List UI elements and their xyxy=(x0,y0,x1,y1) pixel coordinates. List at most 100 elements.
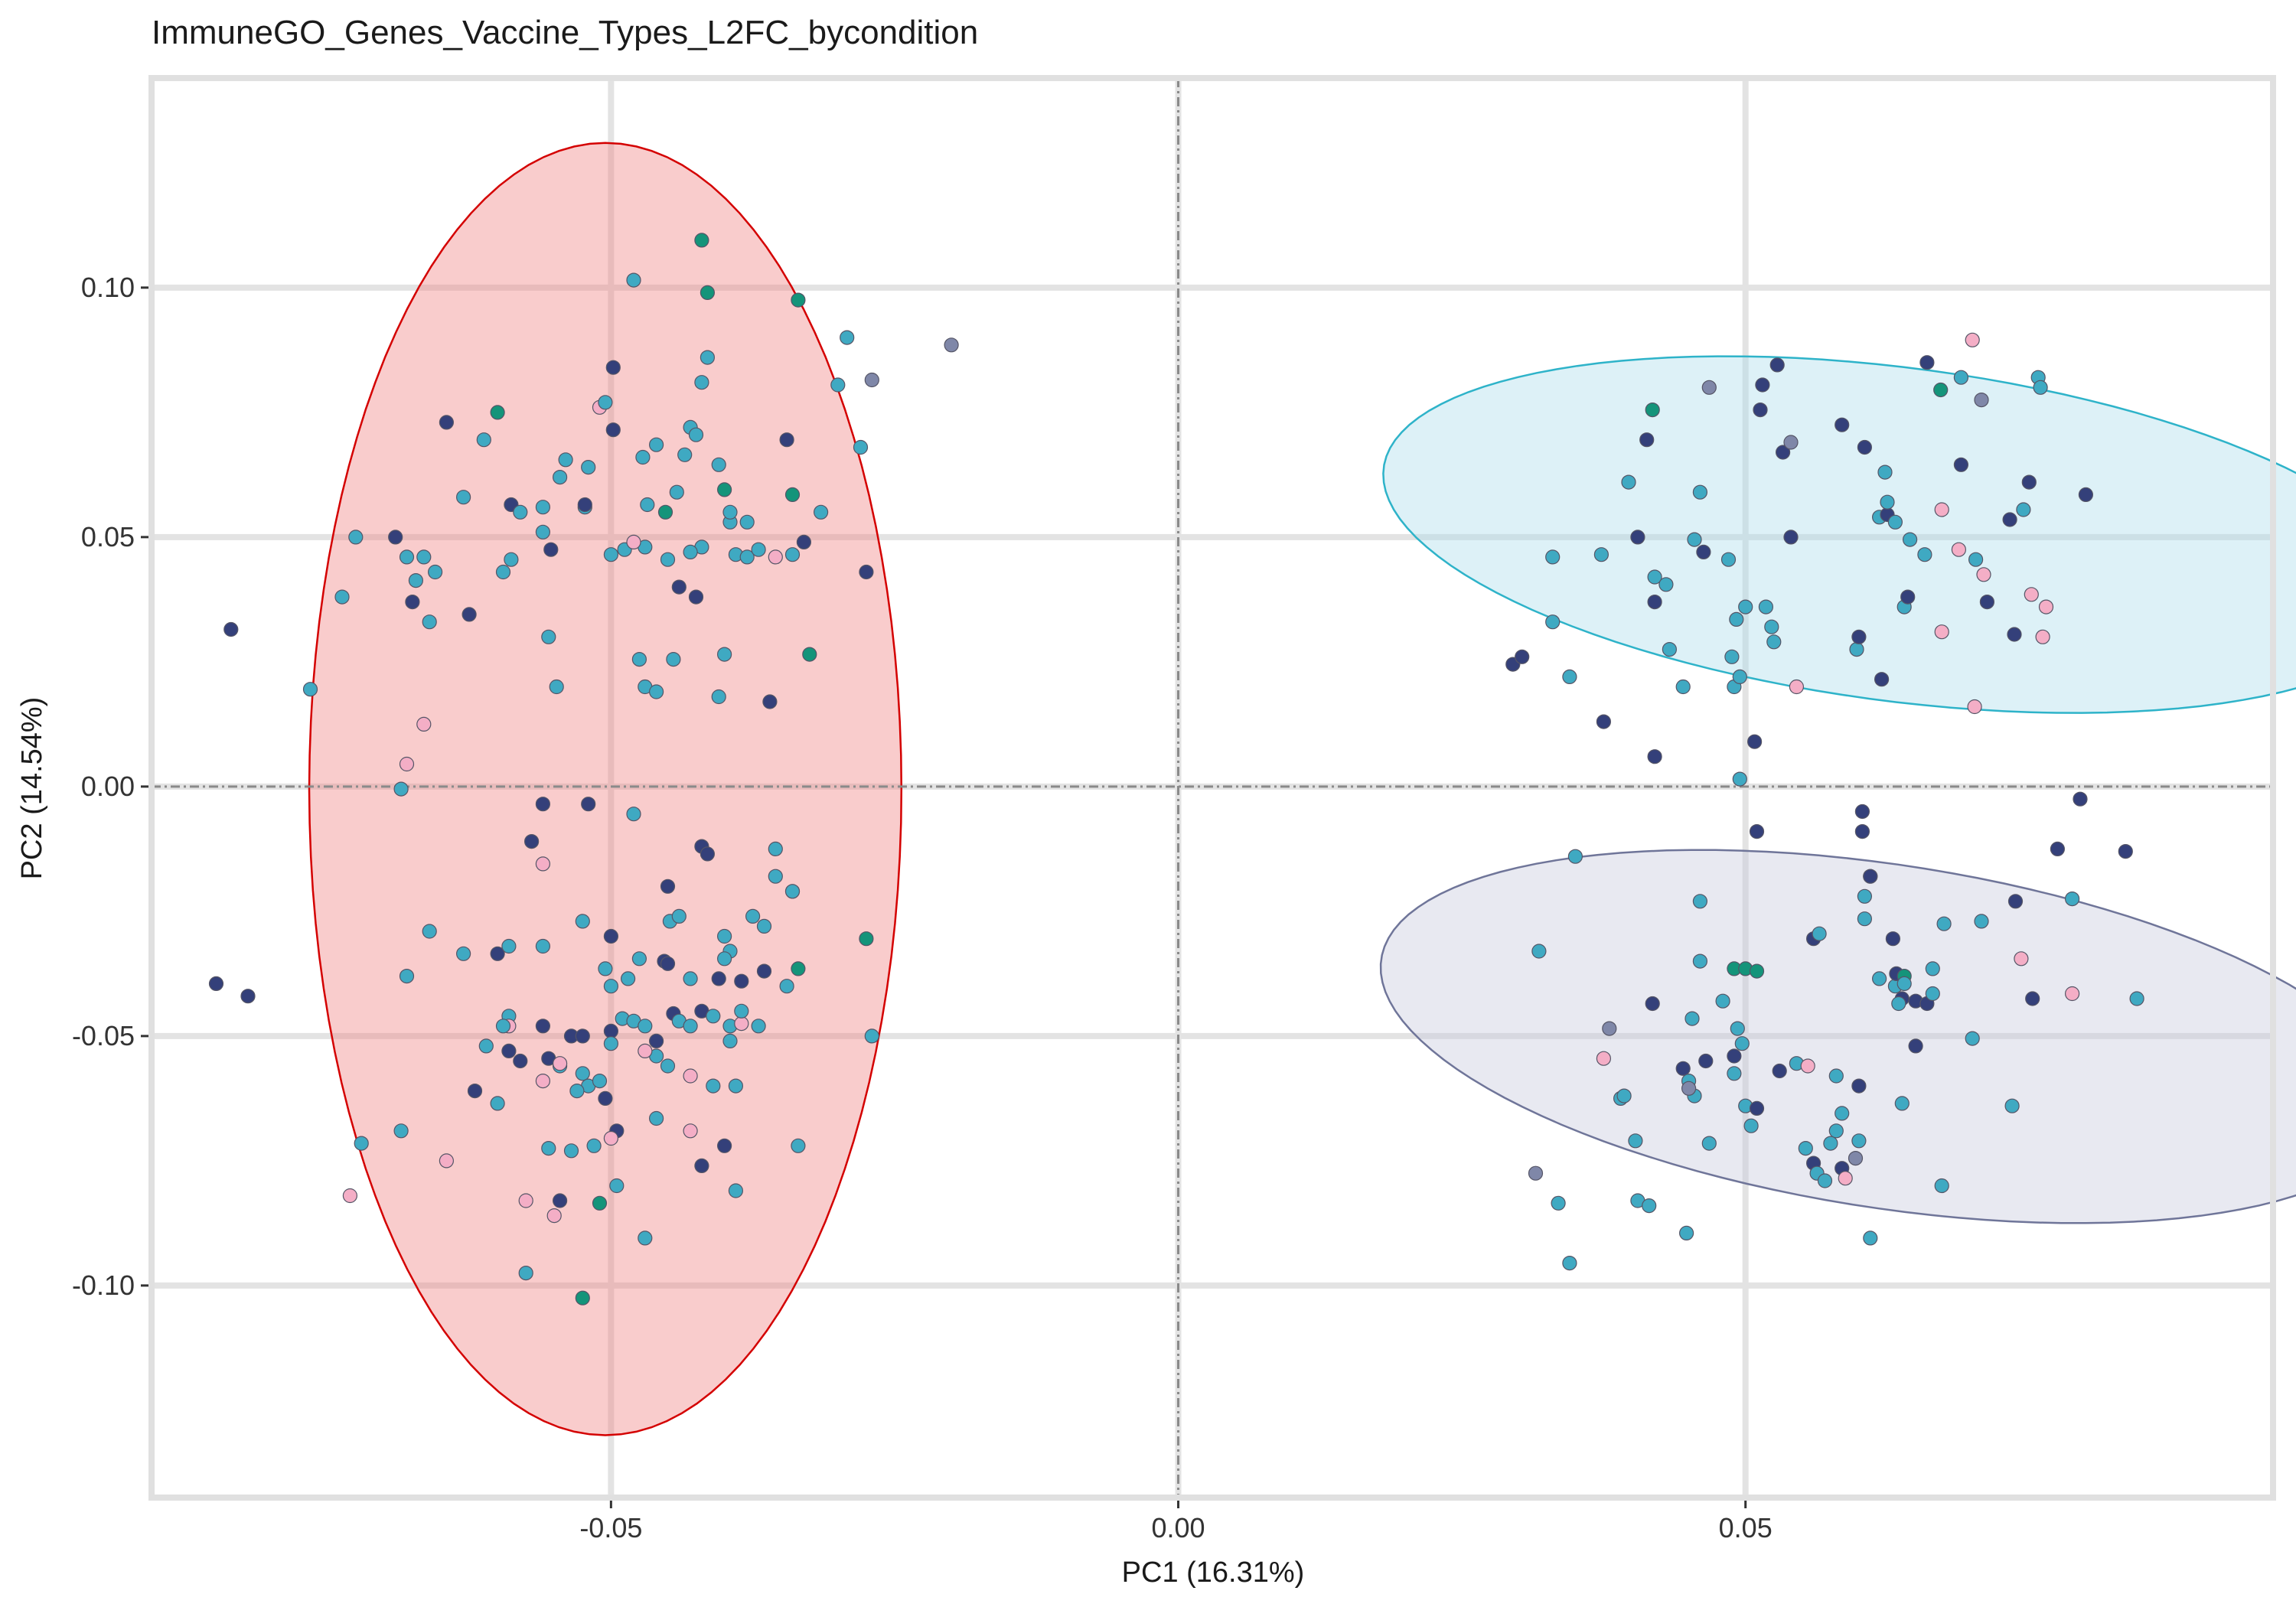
data-point-199 xyxy=(1545,614,1561,630)
data-point-329 xyxy=(1863,869,1878,884)
data-point-337 xyxy=(1896,976,1912,992)
data-point-304 xyxy=(1743,1118,1759,1133)
data-point-190 xyxy=(518,1193,533,1208)
data-point-75 xyxy=(631,651,647,667)
data-point-76 xyxy=(666,651,681,667)
data-point-39 xyxy=(669,484,684,500)
data-point-323 xyxy=(1851,1133,1867,1149)
data-point-250 xyxy=(1933,382,1949,398)
data-point-327 xyxy=(1857,888,1872,904)
y-axis-ticks: 0.10 0.05 0.00 -0.05 -0.10 xyxy=(72,272,148,1301)
data-point-78 xyxy=(716,647,732,662)
data-point-204 xyxy=(1630,530,1645,545)
data-point-226 xyxy=(1755,377,1770,393)
data-point-236 xyxy=(1849,641,1864,657)
data-point-137 xyxy=(513,1053,528,1069)
data-point-5 xyxy=(399,549,415,565)
data-point-133 xyxy=(495,1019,511,1034)
panel-border xyxy=(148,75,2276,1501)
data-point-98 xyxy=(784,884,801,899)
data-point-275 xyxy=(1551,1195,1566,1211)
data-point-207 xyxy=(1647,569,1662,585)
data-point-81 xyxy=(796,534,812,550)
data-point-54 xyxy=(853,439,869,455)
data-point-331 xyxy=(1863,1231,1878,1246)
data-point-118 xyxy=(603,979,619,994)
data-point-125 xyxy=(791,961,806,976)
data-point-312 xyxy=(1828,1068,1844,1084)
data-point-299 xyxy=(1727,1048,1742,1064)
data-point-152 xyxy=(734,1015,749,1032)
data-point-218 xyxy=(1724,649,1740,664)
data-point-348 xyxy=(1965,1031,1980,1046)
data-point-354 xyxy=(2050,841,2065,857)
data-point-127 xyxy=(859,931,874,947)
data-point-104 xyxy=(745,908,761,924)
data-point-53 xyxy=(830,377,846,393)
data-point-330 xyxy=(1857,911,1872,927)
y-tick-label-2: 0.00 xyxy=(81,771,135,802)
data-point-259 xyxy=(1976,567,1991,582)
data-point-187 xyxy=(609,1178,625,1194)
data-point-352 xyxy=(2014,951,2029,966)
data-point-208 xyxy=(1647,594,1662,610)
x-tick-label-1: 0.00 xyxy=(1151,1512,1205,1543)
data-point-268 xyxy=(2033,380,2048,395)
data-point-262 xyxy=(2002,512,2017,527)
data-point-241 xyxy=(1877,464,1893,480)
data-point-253 xyxy=(1951,542,1966,557)
data-point-188 xyxy=(552,1193,568,1208)
data-point-15 xyxy=(490,405,505,420)
data-point-183 xyxy=(603,1130,619,1146)
data-point-215 xyxy=(1696,544,1711,560)
data-point-235 xyxy=(1835,417,1850,432)
data-point-228 xyxy=(1764,619,1779,634)
data-point-126 xyxy=(779,979,794,994)
data-point-38 xyxy=(657,504,673,520)
data-point-72 xyxy=(683,544,698,560)
data-point-120 xyxy=(660,956,676,971)
data-point-324 xyxy=(1851,1078,1867,1094)
data-point-136 xyxy=(501,1043,517,1059)
data-point-101 xyxy=(671,908,687,924)
data-point-244 xyxy=(1887,514,1903,530)
data-point-119 xyxy=(620,971,636,986)
data-point-243 xyxy=(1880,494,1895,510)
reference-lines xyxy=(152,78,2273,1498)
data-point-87 xyxy=(393,781,409,797)
data-point-345 xyxy=(1925,961,1940,976)
x-axis-title: PC1 (16.31%) xyxy=(1122,1556,1305,1589)
data-point-271 xyxy=(2078,487,2093,503)
data-point-321 xyxy=(1838,1171,1853,1186)
data-point-213 xyxy=(1687,532,1702,547)
data-point-24 xyxy=(549,679,564,695)
data-point-316 xyxy=(1823,1136,1838,1151)
data-point-60 xyxy=(694,233,709,248)
data-point-92 xyxy=(535,856,551,872)
data-point-102 xyxy=(716,928,732,944)
data-point-326 xyxy=(1854,823,1870,839)
data-point-340 xyxy=(1894,1096,1910,1111)
data-point-153 xyxy=(734,1003,749,1019)
x-tick-label-2: 0.05 xyxy=(1719,1512,1773,1543)
data-point-225 xyxy=(1753,402,1768,418)
data-point-129 xyxy=(208,976,224,992)
data-point-116 xyxy=(535,938,551,954)
data-point-314 xyxy=(1828,1123,1844,1139)
data-point-332 xyxy=(1872,971,1887,986)
data-point-56 xyxy=(864,372,879,388)
data-point-192 xyxy=(518,1265,533,1281)
data-point-17 xyxy=(504,552,519,567)
data-point-68 xyxy=(660,552,676,567)
data-point-10 xyxy=(405,594,420,610)
data-point-47 xyxy=(739,549,755,565)
data-point-157 xyxy=(660,1058,676,1074)
data-point-186 xyxy=(342,1188,357,1204)
point-layer xyxy=(208,233,2144,1305)
data-point-223 xyxy=(1738,599,1753,614)
x-axis-ticks: -0.05 0.00 0.05 xyxy=(579,1501,1773,1543)
data-point-11 xyxy=(439,415,455,430)
data-point-285 xyxy=(1675,1061,1691,1076)
data-point-58 xyxy=(840,330,855,345)
